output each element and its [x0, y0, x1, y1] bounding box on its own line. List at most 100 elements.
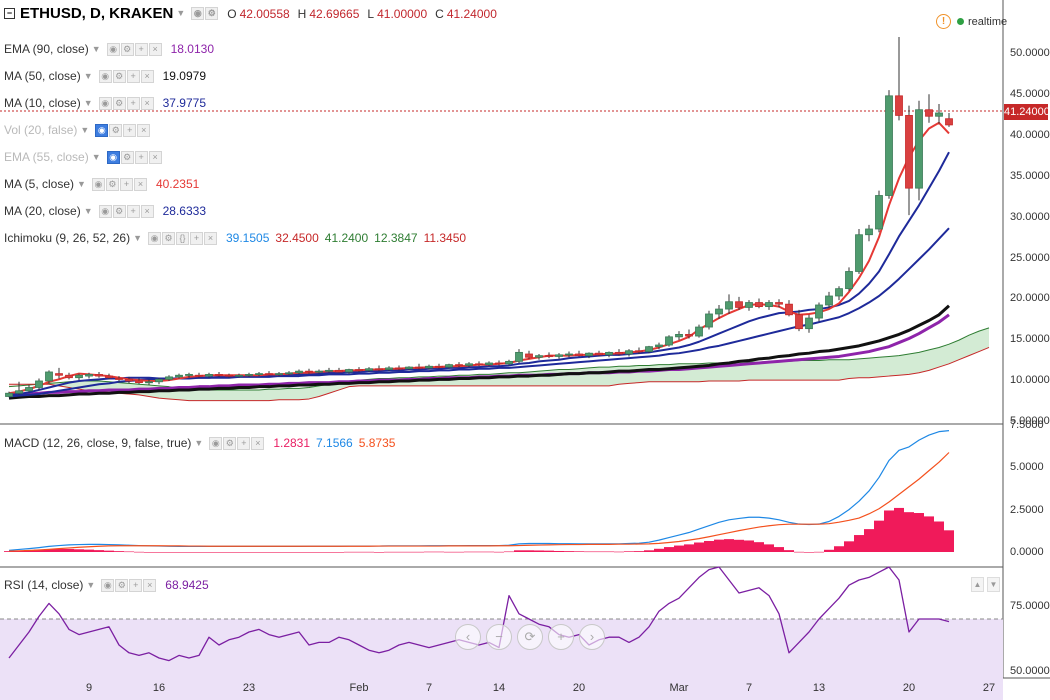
candle-body	[645, 346, 653, 352]
cloud-segment	[769, 361, 779, 381]
settings-icon[interactable]: ⚙	[112, 204, 126, 218]
candle-body	[45, 371, 53, 382]
candle-body	[15, 390, 23, 394]
cloud-segment	[849, 358, 859, 379]
candle-body	[865, 228, 873, 236]
macd-histogram-bar	[44, 549, 54, 552]
candle-body	[205, 374, 213, 377]
cloud-segment	[809, 360, 819, 381]
cloud-segment	[559, 369, 569, 386]
candle-body	[675, 333, 683, 338]
visibility-icon[interactable]: ◉	[91, 177, 105, 191]
zoom-out-icon[interactable]: −	[486, 624, 512, 650]
candle-body	[605, 351, 613, 356]
settings-icon[interactable]: ⚙	[112, 96, 126, 110]
cloud-segment	[199, 389, 209, 401]
macd-signal-line	[8, 452, 950, 552]
close-icon[interactable]: ×	[137, 123, 151, 137]
cloud-segment	[209, 389, 219, 401]
settings-icon[interactable]: ⚙	[109, 123, 123, 137]
close-icon[interactable]: ×	[204, 231, 217, 245]
scroll-left-icon[interactable]: ‹	[455, 624, 481, 650]
candle-body	[505, 360, 513, 365]
visibility-icon[interactable]: ◉	[209, 436, 223, 450]
settings-icon[interactable]: ⚙	[112, 69, 126, 83]
candle-body	[875, 195, 883, 230]
macd-histogram-bar	[404, 551, 414, 553]
macd-histogram-bar	[344, 551, 354, 553]
zoom-in-icon[interactable]: +	[548, 624, 574, 650]
candle-body	[395, 367, 403, 370]
candle-body	[315, 370, 323, 373]
more-icon[interactable]: +	[123, 123, 137, 137]
macd-histogram-bar	[874, 520, 884, 552]
candle-body	[855, 234, 863, 272]
macd-histogram-bar	[684, 544, 694, 552]
candle-body	[75, 374, 83, 379]
more-icon[interactable]: +	[134, 150, 148, 164]
settings-icon[interactable]: ⚙	[120, 42, 134, 56]
visibility-icon[interactable]: ◉	[98, 69, 112, 83]
candle-body	[425, 365, 433, 369]
candle-body	[885, 95, 893, 196]
settings-icon[interactable]: ⚙	[115, 578, 129, 592]
close-icon[interactable]: ×	[140, 96, 154, 110]
visibility-icon[interactable]: ◉	[148, 231, 161, 245]
macd-histogram-bar	[654, 548, 664, 552]
close-icon[interactable]: ×	[251, 436, 265, 450]
macd-histogram-bar	[104, 550, 114, 552]
candle-body	[275, 373, 283, 376]
cloud-segment	[219, 389, 229, 401]
macd-histogram-bar	[214, 552, 224, 553]
more-icon[interactable]: +	[134, 42, 148, 56]
macd-histogram-bar	[134, 551, 144, 553]
visibility-icon[interactable]: ◉	[95, 123, 109, 137]
close-icon[interactable]: ×	[143, 578, 157, 592]
cloud-segment	[829, 359, 839, 381]
candle-body	[685, 333, 693, 337]
cloud-segment	[569, 368, 579, 386]
settings-icon[interactable]: ⚙	[205, 6, 219, 20]
source-icon[interactable]: {}	[176, 231, 189, 245]
reset-icon[interactable]: ⟳	[517, 624, 543, 650]
visibility-icon[interactable]: ◉	[106, 150, 120, 164]
more-icon[interactable]: +	[129, 578, 143, 592]
settings-icon[interactable]: ⚙	[105, 177, 119, 191]
macd-histogram-bar	[724, 539, 734, 552]
candle-body	[255, 373, 263, 376]
cloud-segment	[939, 344, 949, 368]
close-icon[interactable]: ×	[133, 177, 147, 191]
macd-histogram-bar	[124, 551, 134, 553]
cloud-segment	[269, 389, 279, 401]
visibility-icon[interactable]: ◉	[98, 96, 112, 110]
macd-histogram-bar	[74, 549, 84, 552]
scroll-right-icon[interactable]: ›	[579, 624, 605, 650]
visibility-icon[interactable]: ◉	[101, 578, 115, 592]
candle-body	[555, 354, 563, 357]
close-icon[interactable]: ×	[148, 42, 162, 56]
settings-icon[interactable]: ⚙	[223, 436, 237, 450]
macd-histogram-bar	[794, 551, 804, 553]
visibility-icon[interactable]: ◉	[98, 204, 112, 218]
settings-icon[interactable]: ⚙	[162, 231, 175, 245]
more-icon[interactable]: +	[119, 177, 133, 191]
more-icon[interactable]: +	[126, 69, 140, 83]
more-icon[interactable]: +	[237, 436, 251, 450]
visibility-icon[interactable]: ◉	[106, 42, 120, 56]
close-icon[interactable]: ×	[140, 69, 154, 83]
settings-icon[interactable]: ⚙	[120, 150, 134, 164]
macd-histogram-bar	[424, 551, 434, 553]
macd-histogram-bar	[744, 540, 754, 552]
cloud-segment	[859, 358, 869, 378]
macd-histogram-bar	[754, 542, 764, 552]
close-icon[interactable]: ×	[148, 150, 162, 164]
macd-histogram-bar	[84, 549, 94, 552]
more-icon[interactable]: +	[126, 204, 140, 218]
close-icon[interactable]: ×	[140, 204, 154, 218]
more-icon[interactable]: +	[126, 96, 140, 110]
visibility-icon[interactable]: ◉	[191, 6, 205, 20]
macd-histogram-bar	[514, 550, 524, 552]
more-icon[interactable]: +	[190, 231, 203, 245]
indicator-buttons: ◉ ⚙ + ×	[98, 204, 155, 218]
